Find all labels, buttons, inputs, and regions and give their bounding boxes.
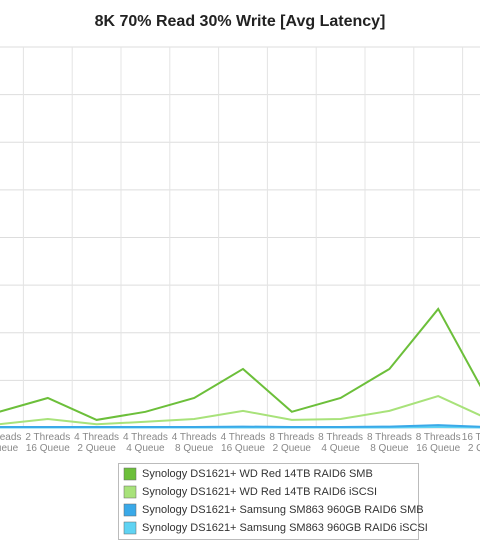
x-tick-label: 4 Threads 16 Queue (221, 432, 266, 454)
legend-label: Synology DS1621+ WD Red 14TB RAID6 SMB (142, 468, 373, 480)
legend-box (118, 463, 419, 540)
legend-swatch (123, 485, 137, 499)
legend-swatch (123, 521, 137, 535)
x-tick-label: 8 Threads 16 Queue (416, 432, 461, 454)
legend-label: Synology DS1621+ Samsung SM863 960GB RAI… (142, 504, 424, 516)
x-tick-label: 2 Threads 16 Queue (25, 432, 70, 454)
x-tick-label: 8 Threads 4 Queue (318, 432, 363, 454)
series-line (0, 395, 480, 426)
x-tick-label: 8 Threads 8 Queue (367, 432, 412, 454)
series-line (0, 307, 480, 421)
chart-title: 8K 70% Read 30% Write [Avg Latency] (95, 13, 386, 30)
legend-label: Synology DS1621+ Samsung SM863 960GB RAI… (142, 522, 428, 534)
x-tick-label: 4 Threads 2 Queue (74, 432, 119, 454)
x-tick-label: 8 Threads 2 Queue (269, 432, 314, 454)
legend-swatch (123, 467, 137, 481)
x-tick-label: 4 Threads 4 Queue (123, 432, 168, 454)
legend-swatch (123, 503, 137, 517)
x-tick-label: 4 Threads 8 Queue (172, 432, 217, 454)
series-line (0, 424, 480, 429)
legend-label: Synology DS1621+ WD Red 14TB RAID6 iSCSI (142, 486, 377, 498)
